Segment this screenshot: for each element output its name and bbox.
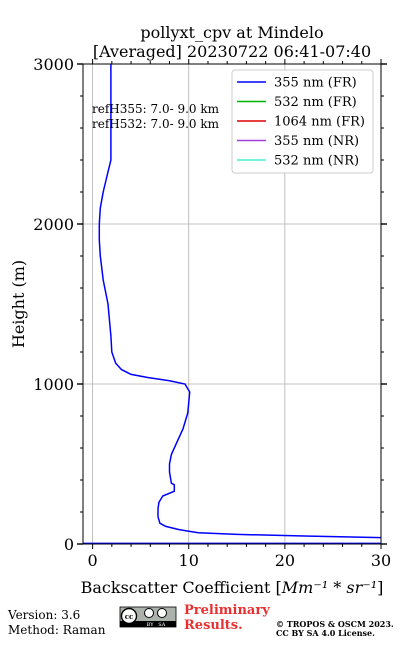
y-tick-label: 1000 [33,375,74,394]
copyright-line1: © TROPOS & OSCM 2023. [276,619,394,629]
annotation-refh532: refH532: 7.0- 9.0 km [92,117,220,131]
version-text: Version: 3.6 [7,608,80,622]
legend-label: 532 nm (FR) [274,95,357,110]
method-text: Method: Raman [8,623,106,637]
x-axis-label-unit: Mm⁻¹ * sr⁻¹ [281,578,377,597]
y-tick-label: 2000 [33,215,74,234]
cc-badge-bottom-strip [120,621,176,627]
x-tick-label: 0 [88,551,98,570]
legend-label: 355 nm (NR) [274,134,359,149]
x-tick-label: 10 [179,551,199,570]
data-curves [83,64,382,544]
plot-frame [82,63,382,545]
preliminary-results-line2: Results. [184,618,243,633]
cc-license-badge: cc BY SA [119,606,177,628]
sa-share-icon [157,608,167,618]
x-tick-label: 20 [275,551,295,570]
legend: 355 nm (FR) 532 nm (FR) 1064 nm (FR) 355 nm… [231,69,374,174]
preliminary-results-line1: Preliminary [184,603,270,618]
legend-label: 532 nm (NR) [274,154,359,169]
cc-by-sa-icon: cc [120,607,167,625]
chart-title-line1: pollyxt_cpv at Mindelo [140,23,323,42]
x-axis-label-text: Backscatter Coefficient [ [81,578,282,597]
y-tick-label: 0 [64,535,74,554]
y-tick-label: 3000 [33,55,74,74]
x-axis-label: Backscatter Coefficient [Mm⁻¹ * sr⁻¹] [81,578,384,597]
series-line-0 [98,64,382,539]
x-tick-label: 30 [371,551,391,570]
legend-label: 1064 nm (FR) [274,115,365,130]
cc-circle-icon [120,607,138,625]
axis-ticks: 0 10 20 30 0 1000 2000 3000 [33,55,391,570]
cc-mark: cc [125,612,134,621]
annotation-refh355: refH355: 7.0- 9.0 km [92,102,220,116]
cc-badge-text: BY SA [147,622,166,628]
legend-box [231,69,374,174]
y-axis-label: Height (m) [9,260,28,348]
legend-label: 355 nm (FR) [274,76,357,91]
by-person-icon [144,608,154,618]
copyright-line2: CC BY SA 4.0 License. [276,628,375,638]
chart-title-line2: [Averaged] 20230722 06:41-07:40 [93,42,371,61]
x-axis-label-end: ] [377,578,383,597]
